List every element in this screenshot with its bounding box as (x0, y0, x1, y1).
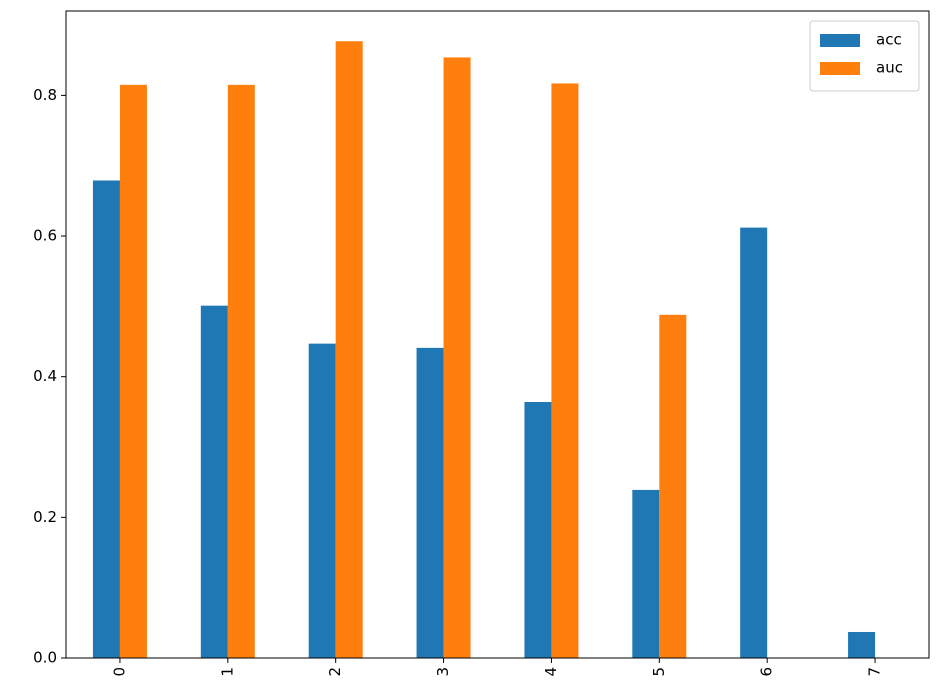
legend-label-auc: auc (876, 59, 903, 77)
bar-acc-6 (740, 227, 768, 658)
bar-acc-2 (308, 343, 336, 658)
bars-layer (92, 41, 876, 659)
bar-auc-2 (335, 41, 363, 658)
y-tick-label: 0.8 (33, 86, 57, 104)
bar-acc-7 (848, 631, 876, 658)
legend-swatch-auc (820, 62, 860, 75)
legend-label-acc: acc (876, 31, 902, 49)
x-tick-label: 2 (326, 667, 344, 677)
x-axis: 0 1 2 3 4 5 6 7 (110, 658, 884, 677)
legend: acc auc (809, 20, 920, 92)
bar-auc-0 (119, 84, 147, 658)
y-tick-label: 0.6 (33, 227, 57, 245)
bar-auc-4 (551, 83, 579, 659)
plot-frame (65, 10, 930, 659)
legend-swatch-acc (820, 34, 860, 47)
y-tick-label: 0.2 (33, 508, 57, 526)
bar-acc-4 (524, 402, 552, 658)
bar-auc-5 (659, 314, 687, 658)
x-tick-label: 3 (434, 667, 452, 677)
bar-auc-3 (443, 57, 471, 658)
y-axis: 0.0 0.2 0.4 0.6 0.8 (33, 86, 66, 667)
x-tick-label: 0 (110, 667, 128, 677)
y-tick-label: 0.4 (33, 367, 57, 385)
legend-box (809, 20, 920, 92)
x-tick-label: 6 (758, 667, 776, 677)
x-tick-label: 5 (650, 667, 668, 677)
bar-acc-3 (416, 347, 444, 658)
bar-acc-5 (632, 489, 660, 658)
x-tick-label: 1 (218, 667, 236, 677)
bar-auc-1 (227, 84, 255, 658)
y-tick-label: 0.0 (33, 649, 57, 667)
bar-acc-1 (200, 305, 228, 658)
x-tick-label: 4 (542, 667, 560, 677)
x-tick-label: 7 (866, 667, 884, 677)
bar-acc-0 (92, 180, 120, 658)
